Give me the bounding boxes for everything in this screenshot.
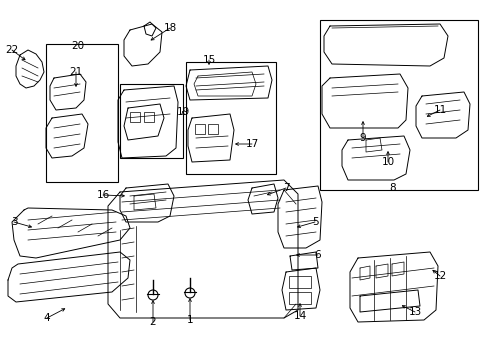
- Bar: [130, 112, 140, 122]
- Text: 4: 4: [44, 313, 50, 323]
- Bar: [120, 84, 183, 158]
- Circle shape: [185, 288, 195, 298]
- Text: 12: 12: [433, 271, 446, 281]
- Bar: [289, 292, 311, 304]
- Text: 22: 22: [5, 45, 19, 55]
- Bar: [289, 276, 311, 288]
- Bar: [320, 20, 478, 190]
- Text: 17: 17: [245, 139, 259, 149]
- Bar: [195, 124, 205, 134]
- Bar: [208, 124, 218, 134]
- Text: 5: 5: [312, 217, 318, 227]
- Text: 6: 6: [315, 250, 321, 260]
- Text: 11: 11: [433, 105, 446, 115]
- Text: 14: 14: [294, 311, 307, 321]
- Text: 20: 20: [72, 41, 85, 51]
- Bar: [186, 62, 276, 174]
- Text: 8: 8: [390, 183, 396, 193]
- Text: 15: 15: [202, 55, 216, 65]
- Text: 18: 18: [163, 23, 176, 33]
- Text: 9: 9: [360, 133, 367, 143]
- Text: 16: 16: [97, 190, 110, 200]
- Bar: [144, 112, 154, 122]
- Text: 10: 10: [381, 157, 394, 167]
- Bar: [46, 44, 118, 182]
- Circle shape: [148, 290, 158, 300]
- Text: 19: 19: [176, 107, 190, 117]
- Text: 2: 2: [149, 317, 156, 327]
- Text: 3: 3: [11, 217, 17, 227]
- Text: 13: 13: [408, 307, 421, 317]
- Text: 1: 1: [187, 315, 194, 325]
- Text: 21: 21: [70, 67, 83, 77]
- Text: 7: 7: [283, 183, 289, 193]
